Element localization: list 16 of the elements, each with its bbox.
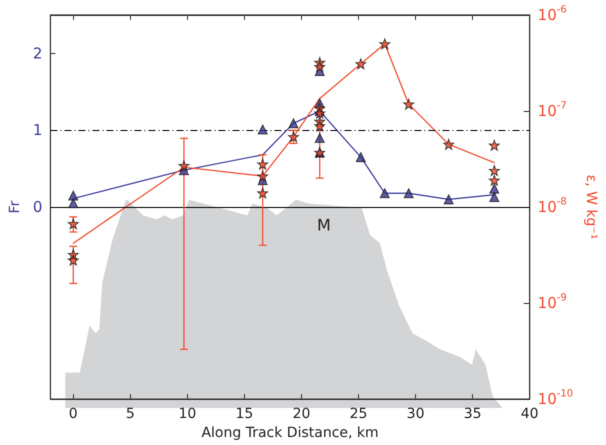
x-tick-label: 15 <box>236 406 254 422</box>
x-tick-label: 30 <box>406 406 424 422</box>
x-tick-label: 5 <box>126 406 135 422</box>
x-axis-title: Along Track Distance, km <box>201 425 379 441</box>
x-tick-label: 20 <box>292 406 310 422</box>
y-tick-label: 0 <box>32 198 42 216</box>
y-axis-title: Fr <box>7 200 23 214</box>
x-tick-label: 10 <box>178 406 196 422</box>
x-tick-label: 25 <box>350 406 368 422</box>
y-tick-label: 2 <box>32 44 42 62</box>
x-tick-label: 40 <box>520 406 539 422</box>
annotation: M <box>317 216 331 234</box>
x-tick-label: 35 <box>464 406 482 422</box>
x-tick-label: 0 <box>68 406 78 422</box>
y2-axis-title: ε, W kg⁻¹ <box>583 174 599 240</box>
y-tick-label: 1 <box>32 121 42 140</box>
